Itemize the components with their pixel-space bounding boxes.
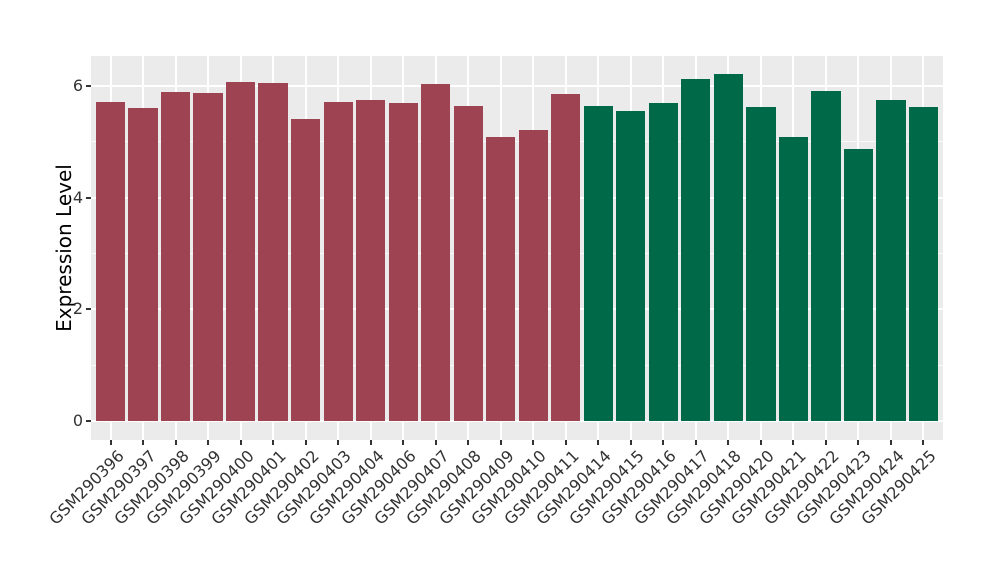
x-tick-mark-GSM290422 bbox=[824, 440, 827, 445]
y-tick-mark-6 bbox=[86, 85, 91, 88]
x-tick-mark-GSM290406 bbox=[402, 440, 405, 445]
x-tick-mark-GSM290400 bbox=[239, 440, 242, 445]
x-tick-mark-GSM290414 bbox=[597, 440, 600, 445]
x-tick-mark-GSM290416 bbox=[662, 440, 665, 445]
y-tick-label-6: 6 bbox=[72, 76, 83, 96]
y-tick-mark-4 bbox=[86, 196, 91, 199]
x-tick-mark-GSM290402 bbox=[304, 440, 307, 445]
bar-GSM290398 bbox=[160, 91, 191, 422]
bar-GSM290403 bbox=[323, 101, 353, 422]
x-tick-mark-GSM290404 bbox=[369, 440, 372, 445]
x-tick-mark-GSM290403 bbox=[337, 440, 340, 445]
x-tick-mark-GSM290415 bbox=[629, 440, 632, 445]
x-tick-mark-GSM290421 bbox=[792, 440, 795, 445]
y-tick-label-0: 0 bbox=[72, 411, 83, 431]
x-tick-mark-GSM290418 bbox=[727, 440, 730, 445]
bar-GSM290396 bbox=[95, 101, 126, 422]
bar-GSM290410 bbox=[518, 130, 548, 421]
x-tick-mark-GSM290407 bbox=[434, 440, 437, 445]
bar-GSM290417 bbox=[681, 79, 711, 422]
bar-GSM290414 bbox=[583, 106, 613, 421]
bar-GSM290424 bbox=[876, 100, 906, 421]
bar-GSM290401 bbox=[258, 83, 288, 422]
bar-GSM290409 bbox=[486, 136, 516, 421]
gridline-major-y2 bbox=[91, 308, 943, 311]
gridline-major-y6 bbox=[91, 85, 943, 88]
bar-GSM290402 bbox=[290, 118, 321, 421]
x-tick-mark-GSM290424 bbox=[889, 440, 892, 445]
bar-GSM290420 bbox=[746, 107, 776, 422]
bar-GSM290423 bbox=[843, 149, 874, 422]
x-tick-mark-GSM290408 bbox=[467, 440, 470, 445]
x-tick-mark-GSM290409 bbox=[499, 440, 502, 445]
x-tick-mark-GSM290410 bbox=[532, 440, 535, 445]
x-tick-mark-GSM290396 bbox=[109, 440, 112, 445]
x-tick-mark-GSM290417 bbox=[694, 440, 697, 445]
bar-GSM290425 bbox=[908, 106, 939, 421]
bar-GSM290400 bbox=[225, 81, 256, 422]
bar-GSM290397 bbox=[128, 107, 158, 422]
y-tick-mark-2 bbox=[86, 308, 91, 311]
gridline-major-y4 bbox=[91, 196, 943, 199]
x-tick-mark-GSM290399 bbox=[207, 440, 210, 445]
bar-GSM290408 bbox=[453, 106, 483, 421]
x-tick-mark-GSM290425 bbox=[922, 440, 925, 445]
bar-GSM290407 bbox=[421, 84, 451, 421]
bar-GSM290415 bbox=[616, 110, 646, 421]
gridline-minor-y5 bbox=[91, 141, 943, 143]
plot-panel bbox=[91, 56, 943, 440]
bar-GSM290399 bbox=[193, 92, 223, 421]
bar-GSM290416 bbox=[648, 102, 678, 421]
y-tick-mark-0 bbox=[86, 420, 91, 423]
gridline-major-y0 bbox=[91, 420, 943, 423]
x-tick-mark-GSM290420 bbox=[759, 440, 762, 445]
x-tick-mark-GSM290411 bbox=[564, 440, 567, 445]
y-tick-label-2: 2 bbox=[72, 299, 83, 319]
gridline-minor-y1 bbox=[91, 364, 943, 366]
x-tick-mark-GSM290423 bbox=[857, 440, 860, 445]
bar-GSM290406 bbox=[388, 103, 418, 422]
bar-GSM290418 bbox=[713, 74, 743, 421]
bar-GSM290404 bbox=[356, 100, 386, 421]
x-tick-mark-GSM290398 bbox=[174, 440, 177, 445]
x-tick-mark-GSM290401 bbox=[272, 440, 275, 445]
bar-GSM290422 bbox=[811, 90, 841, 421]
y-tick-label-4: 4 bbox=[72, 187, 83, 207]
gridline-minor-y3 bbox=[91, 253, 943, 255]
bar-GSM290411 bbox=[551, 93, 581, 422]
x-tick-mark-GSM290397 bbox=[142, 440, 145, 445]
bar-GSM290421 bbox=[778, 137, 809, 422]
